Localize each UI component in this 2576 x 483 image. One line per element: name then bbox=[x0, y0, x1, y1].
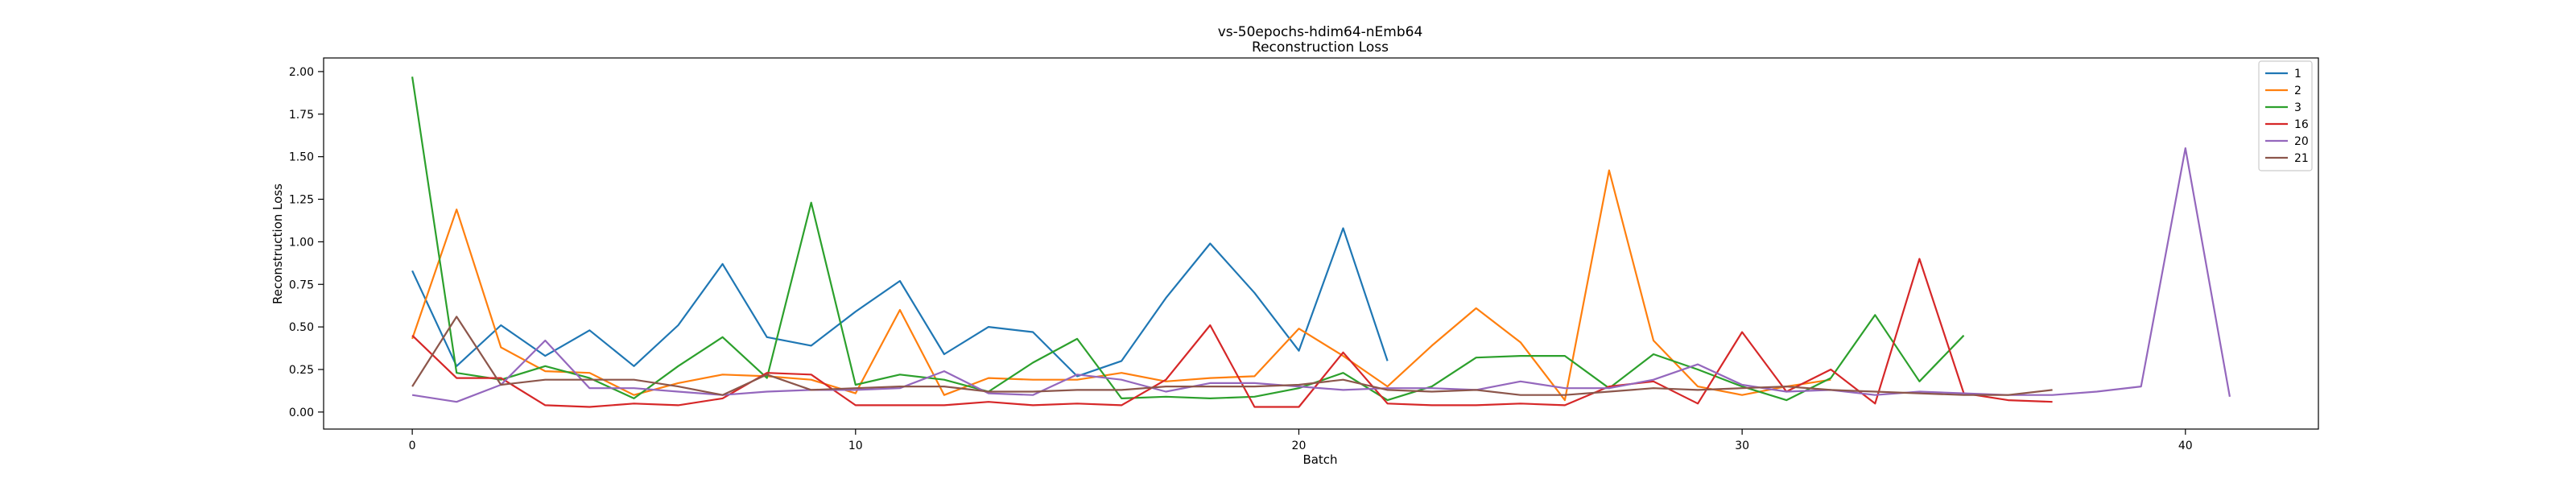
legend-frame bbox=[2258, 60, 2313, 171]
x-tick-label: 20 bbox=[1292, 440, 1307, 452]
y-tick-label: 0.75 bbox=[289, 279, 314, 291]
series-layer bbox=[411, 76, 2231, 408]
series-line-21 bbox=[411, 316, 2053, 396]
x-axis-ticks: 0 10 20 30 40 bbox=[409, 429, 2193, 452]
legend-label-3: 3 bbox=[2294, 101, 2301, 114]
x-tick-label: 30 bbox=[1735, 440, 1749, 452]
y-axis-label: Reconstruction Loss bbox=[270, 184, 285, 304]
series-line-2 bbox=[411, 169, 1831, 402]
y-tick-label: 1.25 bbox=[289, 194, 314, 207]
y-tick-label: 1.50 bbox=[289, 151, 314, 164]
x-tick-label: 10 bbox=[848, 440, 863, 452]
x-tick-label: 40 bbox=[2178, 440, 2193, 452]
legend-label-20: 20 bbox=[2294, 135, 2309, 148]
y-tick-label: 2.00 bbox=[289, 66, 314, 79]
axes-frame bbox=[323, 57, 2319, 430]
legend: 1 2 3 16 20 21 bbox=[2258, 60, 2313, 171]
legend-label-21: 21 bbox=[2294, 152, 2309, 165]
series-line-1 bbox=[411, 227, 1389, 378]
x-axis-label: Batch bbox=[1302, 452, 1337, 467]
chart-title: vs-50epochs-hdim64-nEmb64 bbox=[1218, 24, 1423, 40]
y-axis-ticks: 0.00 0.25 0.50 0.75 1.00 1.25 1.50 1.75 2.00 bbox=[289, 66, 324, 419]
series-line-3 bbox=[411, 76, 1965, 402]
legend-label-2: 2 bbox=[2294, 85, 2301, 97]
legend-label-16: 16 bbox=[2294, 118, 2309, 131]
x-tick-label: 0 bbox=[409, 440, 416, 452]
y-tick-label: 0.00 bbox=[289, 407, 314, 419]
chart-subtitle: Reconstruction Loss bbox=[1252, 39, 1389, 56]
series-line-16 bbox=[411, 258, 2053, 408]
plot-area: 0 10 20 30 40 0.00 0.25 0.50 0.75 1.00 1.25 1.50 1.… bbox=[289, 57, 2319, 452]
y-tick-label: 1.00 bbox=[289, 236, 314, 249]
legend-label-1: 1 bbox=[2294, 68, 2301, 80]
y-tick-label: 1.75 bbox=[289, 109, 314, 122]
y-tick-label: 0.50 bbox=[289, 321, 314, 334]
y-tick-label: 0.25 bbox=[289, 364, 314, 377]
